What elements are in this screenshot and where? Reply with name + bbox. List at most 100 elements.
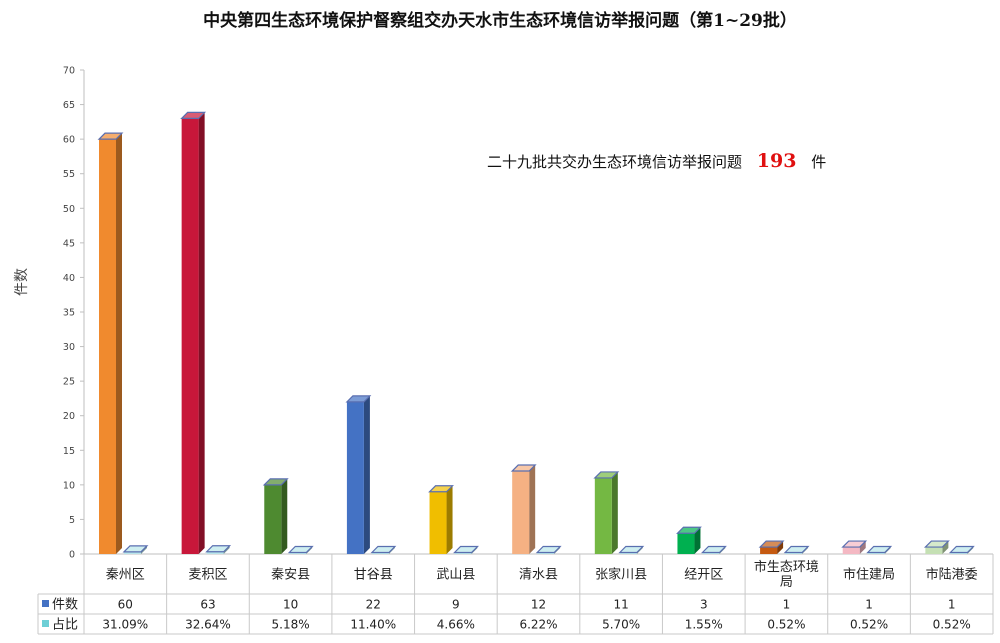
bar-件数-9-front <box>842 547 860 554</box>
bar-占比-7 <box>701 545 727 554</box>
value-label-count: 11 <box>613 598 628 612</box>
bar-件数-4 <box>428 485 454 554</box>
y-tick-label: 55 <box>63 169 75 180</box>
bar-件数-6-side <box>611 471 618 554</box>
value-label-count: 12 <box>531 598 546 612</box>
bar-件数-1-side <box>198 112 205 555</box>
bar-件数-10-front <box>925 547 943 554</box>
bar-件数-4-front <box>429 491 447 554</box>
value-label-share: 32.64% <box>185 618 231 632</box>
y-tick-label: 0 <box>69 550 75 561</box>
value-label-count: 1 <box>865 598 873 612</box>
bar-件数-8-top <box>758 540 785 548</box>
bar-件数-5-front <box>512 471 530 554</box>
bar-件数-10-top <box>923 540 950 548</box>
bar-件数-10 <box>923 540 950 554</box>
bars <box>97 111 975 555</box>
bar-占比-0-top <box>122 545 149 553</box>
category-label: 局 <box>780 575 793 590</box>
bar-占比-1-front <box>206 551 224 554</box>
legend-key-share <box>42 620 49 627</box>
category-label: 张家川县 <box>595 567 647 583</box>
bar-占比-10 <box>948 545 975 554</box>
bar-件数-5-side <box>529 465 536 554</box>
bar-件数-5-top <box>510 464 537 472</box>
annotation-total: 193 <box>757 150 797 172</box>
annotation-suffix: 件 <box>811 153 826 171</box>
y-tick-label: 70 <box>63 66 75 77</box>
bar-件数-3-top <box>345 395 372 403</box>
y-tick-label: 60 <box>63 135 75 146</box>
y-tick-label: 30 <box>63 342 75 353</box>
bar-件数-4-top <box>428 485 454 493</box>
bar-占比-7-front <box>702 552 720 554</box>
bar-件数-7-top <box>676 526 702 534</box>
bar-件数-2-side <box>281 478 288 554</box>
legend-label-count: 件数 <box>52 598 78 613</box>
bar-件数-2-front <box>264 484 282 554</box>
value-label-count: 60 <box>118 598 133 612</box>
value-label-share: 1.55% <box>685 618 723 632</box>
bar-件数-5 <box>510 464 537 554</box>
bar-件数-9 <box>841 540 868 554</box>
y-tick-label: 5 <box>69 515 75 526</box>
bar-占比-0-front <box>124 551 141 554</box>
bar-件数-9-side <box>859 541 866 554</box>
bar-件数-0-top <box>97 132 124 140</box>
bar-件数-1 <box>180 111 207 555</box>
bar-占比-8-front <box>785 552 803 554</box>
bar-占比-9-front <box>867 552 885 554</box>
bar-件数-10-side <box>942 541 949 554</box>
bar-占比-5 <box>535 545 562 554</box>
bar-件数-8 <box>758 540 785 554</box>
bar-占比-8 <box>783 545 810 554</box>
bar-件数-2-top <box>262 478 289 486</box>
bar-占比-9-top <box>866 545 893 554</box>
value-label-count: 10 <box>283 598 298 612</box>
bar-占比-3-top <box>370 545 397 554</box>
category-label: 秦安县 <box>271 568 310 583</box>
value-label-share: 11.40% <box>350 618 396 632</box>
bar-占比-5-front <box>537 552 555 554</box>
value-label-share: 0.52% <box>767 618 805 632</box>
bar-占比-9 <box>866 545 893 554</box>
bar-占比-6-front <box>619 552 637 554</box>
category-label: 经开区 <box>684 568 723 583</box>
bar-件数-6-front <box>594 477 612 554</box>
value-label-count: 3 <box>700 598 708 612</box>
value-label-count: 1 <box>783 598 791 612</box>
bar-占比-5-top <box>535 545 562 554</box>
bar-件数-8-front <box>760 547 778 554</box>
bar-件数-2 <box>262 478 289 554</box>
chart-title: 中央第四生态环境保护督察组交办天水市生态环境信访举报问题（第1~29批） <box>203 10 797 31</box>
y-tick-label: 65 <box>63 100 75 111</box>
category-label: 甘谷县 <box>354 568 393 583</box>
value-label-share: 6.22% <box>519 618 557 632</box>
y-tick-label: 25 <box>63 377 75 388</box>
value-label-count: 22 <box>366 598 381 612</box>
bar-占比-1-top <box>205 545 232 553</box>
category-label: 市陆港委 <box>926 567 978 583</box>
y-tick-label: 45 <box>63 238 75 249</box>
bar-占比-0 <box>122 545 149 554</box>
y-axis-label: 件数 <box>14 268 30 296</box>
bar-占比-4-top <box>453 545 479 554</box>
bar-件数-0-front <box>99 139 116 554</box>
bar-件数-1-top <box>180 111 207 120</box>
data-table: 秦州区6031.09%麦积区6332.64%秦安县105.18%甘谷县2211.… <box>37 554 994 635</box>
category-label: 清水县 <box>519 568 558 583</box>
bar-件数-1-front <box>181 118 199 555</box>
bar-件数-3-side <box>363 395 370 554</box>
category-label: 秦州区 <box>106 568 145 583</box>
bar-件数-8-side <box>777 541 784 554</box>
bar-占比-3-front <box>371 552 389 554</box>
y-tick-label: 10 <box>63 480 75 491</box>
bar-占比-3 <box>370 545 397 554</box>
bar-占比-2-top <box>287 545 314 554</box>
bar-占比-4 <box>453 545 479 554</box>
bar-件数-3 <box>345 395 372 554</box>
bar-占比-10-front <box>950 552 968 554</box>
bar-件数-7 <box>676 526 702 554</box>
y-tick-label: 50 <box>63 204 75 215</box>
